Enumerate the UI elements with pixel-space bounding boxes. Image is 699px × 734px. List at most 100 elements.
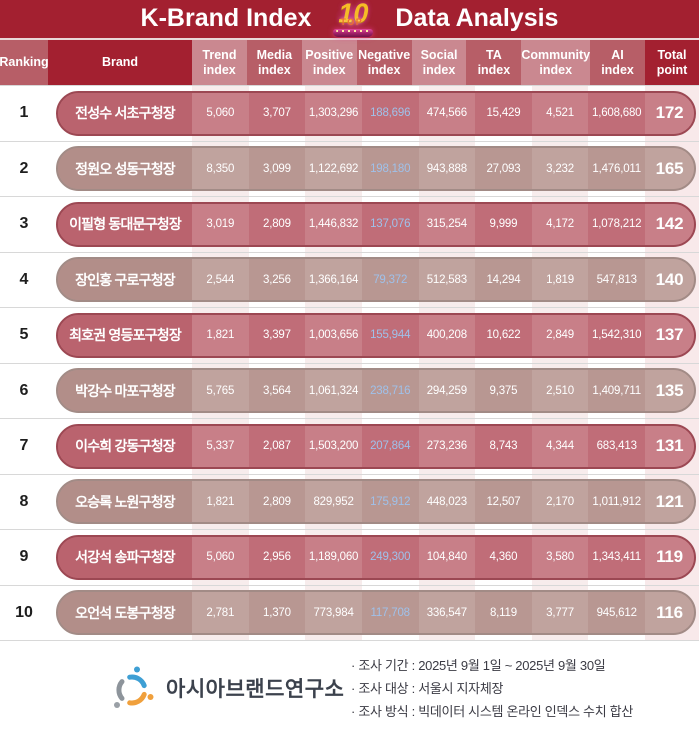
col-media: Media index	[246, 40, 302, 85]
trend-index-value: 2,781	[192, 592, 249, 634]
positive-index-value: 1,061,324	[305, 370, 362, 412]
org-logo: 아시아브랜드연구소	[110, 664, 344, 712]
table-row-4: 4 장인홍 구로구청장 2,544 3,256 1,366,164 79,372…	[0, 252, 699, 308]
ai-index-value: 1,542,310	[588, 314, 645, 356]
trophy-number: 10	[338, 0, 369, 28]
community-index-value: 2,510	[531, 370, 589, 412]
table-row-8: 8 오승록 노원구청장 1,821 2,809 829,952 175,912 …	[0, 474, 699, 530]
ai-index-value: 683,413	[588, 425, 645, 467]
positive-index-value: 1,189,060	[305, 536, 362, 578]
ai-index-value: 1,343,411	[588, 536, 645, 578]
ai-index-value: 1,409,711	[588, 370, 645, 412]
col-brand: Brand	[48, 40, 192, 85]
table-row-3: 3 이필형 동대문구청장 3,019 2,809 1,446,832 137,0…	[0, 197, 699, 253]
brand-name: 박강수 마포구청장	[58, 370, 192, 412]
ta-index-value: 4,360	[475, 536, 532, 578]
rank-cell: 4	[19, 270, 29, 288]
survey-method: · 조사 방식 : 빅데이터 시스템 온라인 인덱스 수치 합산	[350, 704, 633, 719]
negative-index-value: 249,300	[361, 536, 419, 578]
col-social: Social index	[411, 40, 467, 85]
org-name: 아시아브랜드연구소	[166, 677, 345, 701]
rank-cell: 10	[15, 603, 33, 621]
brand-name: 이수희 강동구청장	[58, 425, 192, 467]
ai-index-value: 945,612	[588, 592, 645, 634]
survey-period: · 조사 기간 : 2025년 9월 1일 ~ 2025년 9월 30일	[350, 658, 606, 673]
brand-name: 정원오 성동구청장	[58, 148, 192, 190]
total-point: 142	[645, 203, 694, 245]
col-ai: AI index	[590, 40, 645, 85]
table-row-1: 1 전성수 서초구청장 5,060 3,707 1,303,296 188,69…	[0, 86, 699, 142]
social-index-value: 104,840	[418, 536, 476, 578]
negative-index-value: 155,944	[361, 314, 419, 356]
media-index-value: 2,809	[248, 481, 306, 523]
total-point: 165	[645, 148, 694, 190]
social-index-value: 315,254	[418, 203, 476, 245]
table-row-6: 6 박강수 마포구청장 5,765 3,564 1,061,324 238,71…	[0, 363, 699, 419]
table-row-7: 7 이수희 강동구청장 5,337 2,087 1,503,200 207,86…	[0, 419, 699, 475]
total-point: 119	[645, 536, 694, 578]
title-right: Data Analysis	[395, 3, 559, 32]
community-index-value: 2,849	[531, 314, 589, 356]
media-index-value: 1,370	[248, 592, 306, 634]
brand-row-pill: 오승록 노원구청장 1,821 2,809 829,952 175,912 44…	[56, 479, 696, 525]
col-total: Total point	[644, 40, 699, 85]
positive-index-value: 1,446,832	[305, 203, 362, 245]
trophy-glow	[335, 4, 372, 30]
trend-index-value: 5,765	[192, 370, 249, 412]
rank-cell: 3	[19, 215, 29, 233]
ai-index-value: 1,608,680	[588, 92, 645, 134]
ta-index-value: 8,119	[475, 592, 532, 634]
ta-index-value: 10,622	[475, 314, 532, 356]
brand-name: 이필형 동대문구청장	[58, 203, 192, 245]
positive-index-value: 1,122,692	[305, 148, 362, 190]
ta-index-value: 12,507	[475, 481, 532, 523]
brand-row-pill: 장인홍 구로구청장 2,544 3,256 1,366,164 79,372 5…	[56, 257, 696, 303]
brand-row-pill: 박강수 마포구청장 5,765 3,564 1,061,324 238,716 …	[56, 368, 696, 414]
trend-index-value: 8,350	[192, 148, 249, 190]
brand-name: 서강석 송파구청장	[58, 536, 192, 578]
media-index-value: 2,087	[248, 425, 306, 467]
rank-cell: 8	[19, 492, 29, 510]
social-index-value: 273,236	[418, 425, 476, 467]
negative-index-value: 238,716	[361, 370, 419, 412]
trend-index-value: 1,821	[192, 314, 249, 356]
community-index-value: 2,170	[531, 481, 589, 523]
community-index-value: 3,580	[531, 536, 589, 578]
negative-index-value: 207,864	[361, 425, 419, 467]
community-index-value: 1,819	[531, 259, 589, 301]
social-index-value: 474,566	[418, 92, 476, 134]
ai-index-value: 1,476,011	[588, 148, 645, 190]
trophy-top-label: TOP	[340, 17, 364, 27]
trend-index-value: 1,821	[192, 481, 249, 523]
rank-cell: 6	[19, 381, 29, 399]
total-point: 172	[645, 92, 694, 134]
table-row-10: 10 오언석 도봉구청장 2,781 1,370 773,984 117,708…	[0, 585, 699, 641]
negative-index-value: 79,372	[361, 259, 419, 301]
survey-target: · 조사 대상 : 서울시 지자체장	[350, 681, 504, 696]
negative-index-value: 117,708	[361, 592, 419, 634]
ai-index-value: 547,813	[588, 259, 645, 301]
positive-index-value: 1,366,164	[305, 259, 362, 301]
asia-brand-institute-logo-icon	[114, 666, 154, 708]
trend-index-value: 5,337	[192, 425, 249, 467]
ai-index-value: 1,078,212	[588, 203, 645, 245]
positive-index-value: 829,952	[305, 481, 362, 523]
rank-cell: 7	[19, 437, 29, 455]
total-point: 135	[645, 370, 694, 412]
media-index-value: 2,956	[248, 536, 306, 578]
trophy-stage	[333, 29, 374, 37]
social-index-value: 512,583	[418, 259, 476, 301]
positive-index-value: 773,984	[305, 592, 362, 634]
col-negative: Negative index	[356, 40, 412, 85]
trend-index-value: 2,544	[192, 259, 249, 301]
total-point: 116	[645, 592, 694, 634]
table-column-header: Ranking Brand Trend index Media index Po…	[0, 40, 699, 85]
total-point: 137	[645, 314, 694, 356]
social-index-value: 943,888	[418, 148, 476, 190]
table-row-5: 5 최호권 영등포구청장 1,821 3,397 1,003,656 155,9…	[0, 308, 699, 364]
title-left: K-Brand Index	[140, 3, 312, 32]
positive-index-value: 1,503,200	[305, 425, 362, 467]
brand-name: 오승록 노원구청장	[58, 481, 192, 523]
col-ranking: Ranking	[0, 40, 49, 85]
